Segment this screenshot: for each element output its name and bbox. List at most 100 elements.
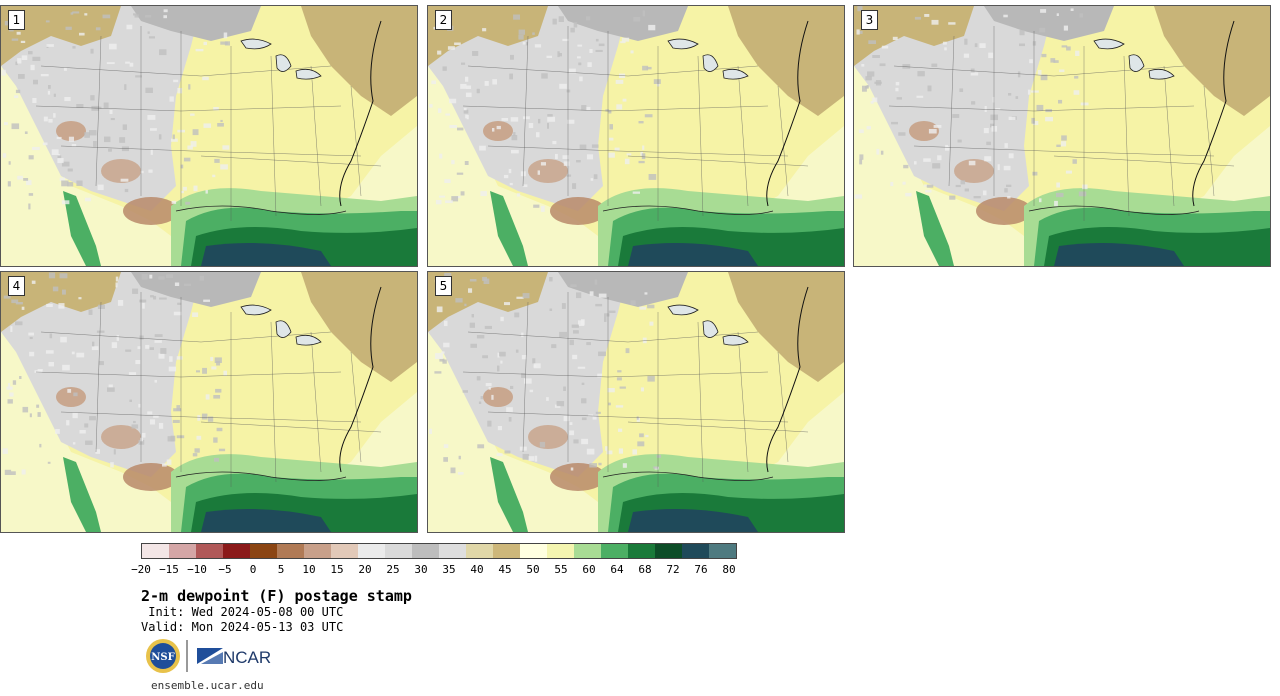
- speckle: [585, 106, 591, 111]
- speckle: [605, 446, 608, 451]
- speckle: [645, 434, 649, 438]
- speckle: [443, 457, 448, 462]
- speckle: [521, 355, 527, 360]
- speckle: [444, 273, 452, 278]
- speckle: [870, 101, 874, 104]
- speckle: [139, 299, 147, 303]
- nsf-logo-text: NSF: [151, 652, 174, 663]
- speckle: [108, 384, 113, 388]
- speckle: [461, 62, 466, 65]
- logos: NSF NCAR: [146, 639, 271, 673]
- speckle: [159, 297, 167, 300]
- speckle: [895, 81, 900, 86]
- speckle: [11, 123, 20, 130]
- speckle: [216, 361, 221, 366]
- speckle: [97, 184, 104, 191]
- north-gray: [558, 272, 688, 307]
- speckle: [7, 181, 11, 187]
- speckle: [605, 109, 610, 112]
- speckle: [429, 428, 432, 434]
- speckle: [129, 62, 134, 67]
- speckle: [139, 335, 144, 340]
- speckle: [639, 433, 644, 438]
- land-dry-west: [1, 272, 201, 477]
- speckle: [927, 85, 932, 92]
- speckle: [547, 123, 549, 129]
- coastline: [175, 471, 347, 481]
- colorbar-tick-label: 68: [638, 563, 652, 576]
- state-boundary: [350, 85, 362, 197]
- speckle: [647, 304, 655, 309]
- colorbar-tick-label: 35: [442, 563, 456, 576]
- speckle: [644, 114, 653, 118]
- speckle: [445, 113, 451, 116]
- speckle: [866, 126, 871, 130]
- colorbar-swatch: [169, 544, 196, 558]
- speckle: [202, 367, 207, 374]
- speckle: [509, 182, 513, 186]
- speckle: [859, 154, 864, 160]
- state-boundary: [200, 155, 382, 167]
- dry-patch: [123, 197, 179, 225]
- speckle: [504, 302, 510, 306]
- speckle: [145, 87, 153, 93]
- speckle: [476, 88, 480, 94]
- speckle: [933, 125, 942, 128]
- speckle: [22, 406, 29, 413]
- speckle: [562, 38, 569, 42]
- speckle: [140, 170, 144, 174]
- speckle: [153, 414, 159, 418]
- colorbar-tick-label: −20: [131, 563, 151, 576]
- speckle: [513, 14, 520, 20]
- speckle: [640, 387, 644, 392]
- speckle: [124, 188, 129, 193]
- speckle: [450, 467, 456, 474]
- colorbar-swatch: [493, 544, 520, 558]
- speckle: [463, 107, 467, 111]
- speckle: [147, 411, 153, 415]
- state-boundary: [737, 65, 749, 207]
- colorbar-tick-label: 50: [526, 563, 540, 576]
- speckle: [649, 321, 654, 326]
- speckle: [917, 71, 925, 77]
- speckle: [573, 22, 578, 28]
- speckle: [102, 14, 111, 19]
- speckle: [211, 366, 217, 370]
- speckle: [492, 128, 495, 132]
- speckle: [84, 423, 89, 428]
- speckle: [868, 40, 876, 44]
- speckle: [223, 32, 228, 39]
- state-boundary: [1123, 55, 1130, 217]
- speckle: [1039, 198, 1042, 203]
- speckle: [500, 316, 504, 322]
- speckle: [1056, 144, 1061, 147]
- speckle: [28, 203, 31, 210]
- speckle: [589, 463, 597, 468]
- speckle: [169, 96, 174, 102]
- speckle: [448, 98, 457, 104]
- speckle: [195, 48, 204, 52]
- speckle: [566, 89, 571, 93]
- speckle: [640, 151, 643, 156]
- speckle: [1056, 182, 1060, 188]
- speckle: [159, 49, 167, 56]
- speckle: [576, 292, 582, 299]
- colorbar-swatch: [331, 544, 358, 558]
- speckle: [4, 21, 11, 26]
- speckle: [1003, 14, 1008, 18]
- panel-number: 4: [8, 276, 25, 296]
- colorbar-tick-label: −10: [187, 563, 207, 576]
- speckle: [111, 342, 118, 349]
- great-lake: [702, 54, 719, 72]
- speckle: [28, 155, 34, 160]
- speckle: [154, 340, 162, 343]
- speckle: [12, 380, 17, 385]
- speckle: [647, 376, 655, 382]
- speckle: [67, 389, 72, 393]
- speckle: [215, 388, 222, 393]
- speckle: [617, 370, 622, 373]
- speckle: [76, 180, 83, 186]
- speckle: [479, 145, 486, 151]
- speckle: [65, 26, 72, 30]
- speckle: [67, 168, 73, 172]
